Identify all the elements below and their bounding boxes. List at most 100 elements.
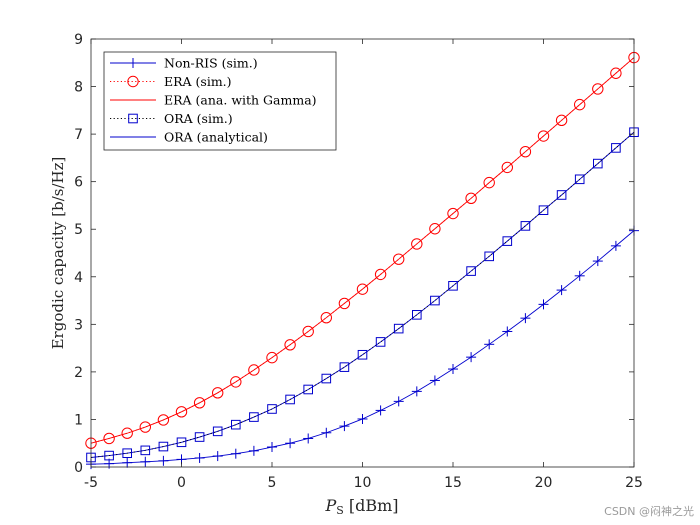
circle-marker-1-19 xyxy=(429,223,441,235)
square-marker-legend xyxy=(128,113,138,124)
plus-marker-0-17 xyxy=(393,396,404,407)
circle-marker-1-26 xyxy=(555,114,568,127)
circle-marker-1-21 xyxy=(465,192,477,205)
circle-marker-1-13 xyxy=(320,311,332,324)
watermark-text: CSDN @闷神之光 xyxy=(604,504,694,518)
circle-marker-1-15 xyxy=(356,283,369,295)
square-marker-3-15 xyxy=(357,349,368,360)
series-layer xyxy=(85,51,640,470)
x-axis-label-unit: [dBm] xyxy=(349,496,399,515)
square-marker-3-6 xyxy=(194,432,205,442)
y-tick-label: 8 xyxy=(74,80,83,96)
square-marker-3-9 xyxy=(249,412,259,422)
square-marker-3-24 xyxy=(520,221,531,231)
plus-marker-0-3 xyxy=(140,456,151,467)
plus-marker-0-14 xyxy=(339,421,350,432)
series-3 xyxy=(86,127,639,463)
plus-marker-legend xyxy=(128,58,138,68)
plus-marker-0-9 xyxy=(248,445,259,456)
square-marker-3-8 xyxy=(231,419,241,430)
square-marker-3-27 xyxy=(574,174,585,185)
plus-marker-0-28 xyxy=(592,256,603,267)
circle-marker-1-1 xyxy=(103,432,115,445)
circle-marker-1-10 xyxy=(266,351,278,364)
x-tick-label: 10 xyxy=(354,475,372,491)
x-tick-label: 25 xyxy=(625,475,643,491)
square-marker-3-22 xyxy=(484,251,494,262)
square-marker-3-23 xyxy=(502,236,513,246)
circle-marker-1-18 xyxy=(411,238,423,250)
legend-label: ERA (ana. with Gamma) xyxy=(164,93,317,108)
series-line-2 xyxy=(90,57,635,444)
square-marker-3-2 xyxy=(122,448,133,459)
square-marker-3-16 xyxy=(375,337,386,347)
x-tick-label: 0 xyxy=(177,475,186,491)
circle-marker-1-5 xyxy=(175,406,188,418)
plus-marker-0-19 xyxy=(429,375,440,386)
x-tick-label: 5 xyxy=(268,475,277,491)
circle-marker-1-25 xyxy=(537,130,550,142)
circle-marker-1-8 xyxy=(230,376,242,388)
y-axis-label: Ergodic capacity [b/s/Hz] xyxy=(49,157,67,350)
plus-marker-0-4 xyxy=(158,455,169,466)
plus-marker-0-8 xyxy=(230,448,241,459)
circle-marker-1-11 xyxy=(284,339,296,351)
legend: Non-RIS (sim.) ERA (sim.) ERA (ana. with G… xyxy=(103,51,337,151)
square-marker-3-19 xyxy=(430,295,440,306)
y-tick-label: 4 xyxy=(74,270,83,286)
circle-marker-1-27 xyxy=(574,98,586,111)
x-tick-label: -5 xyxy=(84,475,98,491)
legend-entry-2: ERA (ana. with Gamma) xyxy=(110,93,317,108)
legend-label: Non-RIS (sim.) xyxy=(164,56,258,71)
circle-marker-legend xyxy=(127,75,139,88)
square-marker-3-1 xyxy=(104,450,114,461)
plus-marker-0-22 xyxy=(484,339,495,350)
square-marker-3-18 xyxy=(412,310,422,320)
y-tick-label: 6 xyxy=(74,175,83,191)
circle-marker-1-23 xyxy=(501,161,513,174)
plus-marker-0-6 xyxy=(194,452,205,463)
legend-label: ERA (sim.) xyxy=(164,74,232,89)
circle-marker-1-14 xyxy=(338,297,351,310)
plus-marker-0-18 xyxy=(411,386,422,397)
series-line-3 xyxy=(90,131,635,458)
circle-marker-1-16 xyxy=(374,268,387,281)
y-tick-label: 5 xyxy=(74,222,83,238)
square-marker-3-28 xyxy=(593,158,603,169)
plus-marker-0-21 xyxy=(466,352,477,363)
legend-entries: Non-RIS (sim.) ERA (sim.) ERA (ana. with G… xyxy=(110,56,317,145)
square-marker-3-14 xyxy=(339,362,350,372)
circle-marker-1-9 xyxy=(248,364,260,376)
plus-marker-0-26 xyxy=(556,285,567,296)
y-tick-label: 9 xyxy=(74,32,83,48)
square-marker-3-29 xyxy=(611,143,621,153)
legend-entry-1: ERA (sim.) xyxy=(110,74,232,89)
series-1 xyxy=(85,51,640,449)
circle-marker-1-17 xyxy=(393,253,405,265)
circle-marker-1-3 xyxy=(139,421,152,433)
square-marker-3-21 xyxy=(466,266,476,276)
legend-label: ORA (sim.) xyxy=(164,111,233,126)
y-tick-label: 0 xyxy=(74,460,83,476)
x-axis-label-sub: S xyxy=(336,504,344,517)
legend-label: ORA (analytical) xyxy=(164,130,268,145)
y-tick-label: 2 xyxy=(74,365,83,381)
plus-marker-0-23 xyxy=(502,326,513,337)
circle-marker-1-12 xyxy=(302,325,314,338)
circle-marker-1-7 xyxy=(212,387,224,399)
plus-marker-0-11 xyxy=(285,438,296,449)
y-tick-label: 3 xyxy=(74,317,83,333)
legend-entry-0: Non-RIS (sim.) xyxy=(110,56,258,71)
legend-entry-3: ORA (sim.) xyxy=(110,111,233,126)
plus-marker-0-24 xyxy=(520,313,531,324)
legend-entry-4: ORA (analytical) xyxy=(110,130,268,145)
plus-marker-0-16 xyxy=(375,405,386,416)
circle-marker-1-6 xyxy=(193,397,206,409)
circle-marker-1-24 xyxy=(519,146,532,158)
circle-marker-1-4 xyxy=(157,414,170,426)
square-marker-3-7 xyxy=(212,426,223,437)
plus-marker-0-25 xyxy=(538,299,549,310)
plus-marker-0-20 xyxy=(448,364,458,375)
square-marker-3-26 xyxy=(556,190,567,200)
